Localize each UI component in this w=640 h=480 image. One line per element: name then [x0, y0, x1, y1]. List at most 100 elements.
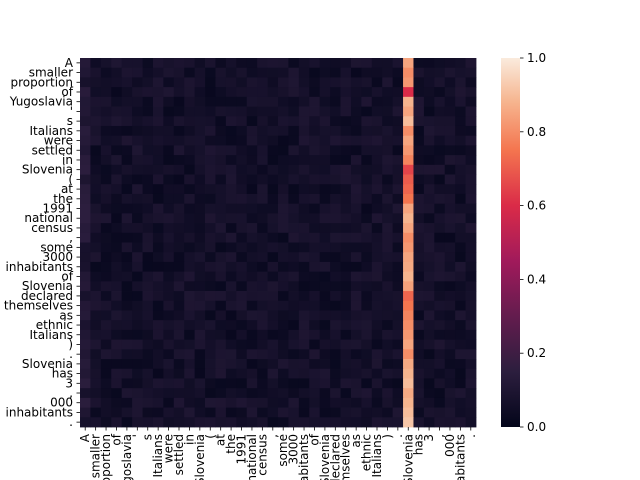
heatmap-cell — [455, 174, 466, 185]
heatmap-cell — [392, 407, 404, 418]
heatmap-cell — [194, 339, 206, 350]
heatmap-cell — [309, 320, 321, 331]
heatmap-cell — [100, 281, 112, 292]
heatmap-cell — [132, 223, 143, 234]
heatmap-cell — [163, 203, 175, 214]
heatmap-cell — [319, 252, 331, 263]
heatmap-cell — [163, 232, 175, 243]
heatmap-cell — [80, 329, 91, 340]
heatmap-cell — [163, 193, 175, 205]
heatmap-cell — [215, 291, 227, 302]
heatmap-cell — [465, 125, 477, 137]
heatmap-cell — [392, 300, 404, 311]
heatmap-cell — [267, 407, 279, 418]
heatmap-cell — [309, 58, 321, 69]
heatmap-cell — [225, 77, 237, 88]
heatmap-cell — [236, 397, 248, 408]
row-tick-label: Slovenia — [22, 357, 73, 371]
heatmap-cell — [465, 261, 477, 273]
heatmap-cell — [184, 261, 196, 273]
heatmap-cell — [142, 203, 154, 214]
heatmap-cell — [163, 116, 175, 127]
heatmap-cell — [278, 388, 289, 399]
heatmap-cell — [184, 349, 196, 360]
heatmap-cell — [319, 242, 331, 253]
heatmap-cell — [173, 368, 185, 379]
column-tick-label: ' — [130, 434, 144, 437]
heatmap-cell — [403, 87, 414, 98]
heatmap-cell — [319, 125, 331, 137]
heatmap-cell — [163, 58, 175, 69]
heatmap-cell — [298, 242, 310, 253]
heatmap-cell — [423, 174, 435, 185]
heatmap-cell — [163, 77, 175, 88]
heatmap-cell — [361, 359, 373, 370]
heatmap-cell — [80, 339, 91, 350]
heatmap-cell — [194, 378, 206, 389]
heatmap-cell — [163, 417, 175, 428]
heatmap-cell — [121, 291, 133, 302]
heatmap-cell — [371, 252, 383, 263]
heatmap-cell — [194, 135, 206, 146]
heatmap-cell — [90, 242, 102, 253]
heatmap-cell — [278, 397, 289, 408]
heatmap-cell — [298, 203, 310, 214]
row-tick-label: Italians — [30, 328, 73, 342]
heatmap-cell — [403, 291, 414, 302]
heatmap-cell — [90, 223, 102, 234]
heatmap-cell — [330, 223, 341, 234]
heatmap-cell — [257, 281, 268, 292]
heatmap-cell — [80, 87, 91, 98]
heatmap-cell — [152, 203, 164, 214]
heatmap-cell — [413, 164, 425, 175]
heatmap-cell — [361, 407, 373, 418]
heatmap-cell — [403, 281, 414, 292]
heatmap-cell — [236, 281, 248, 292]
heatmap-cell — [152, 116, 164, 127]
heatmap-cell — [371, 339, 383, 350]
heatmap-cell — [288, 145, 300, 156]
heatmap-cell — [184, 193, 196, 205]
heatmap-cell — [111, 378, 123, 389]
column-tick-label: . — [391, 434, 405, 438]
heatmap-cell — [225, 155, 237, 166]
heatmap-cell — [111, 291, 123, 302]
heatmap-cell — [288, 397, 300, 408]
heatmap-cell — [413, 242, 425, 253]
heatmap-cell — [184, 184, 196, 195]
heatmap-cell — [371, 232, 383, 243]
heatmap-cell — [434, 407, 446, 418]
heatmap-cell — [361, 339, 373, 350]
heatmap-cell — [246, 359, 258, 370]
heatmap-cell — [194, 174, 206, 185]
heatmap-cell — [444, 417, 456, 428]
row-tick-label: ethnic — [36, 318, 73, 332]
heatmap-cell — [455, 310, 466, 321]
heatmap-cell — [371, 164, 383, 175]
column-tick-label: were — [162, 434, 176, 463]
row-tick-label: ) — [68, 337, 73, 351]
heatmap-cell — [246, 291, 258, 302]
heatmap-cell — [142, 300, 154, 311]
heatmap-cell — [392, 106, 404, 117]
heatmap-cell — [194, 310, 206, 321]
heatmap-cell — [90, 135, 102, 146]
heatmap-cell — [382, 368, 394, 379]
heatmap-cell — [455, 397, 466, 408]
row-tick-label: Slovenia — [22, 279, 73, 293]
heatmap-cell — [382, 145, 394, 156]
heatmap-cell — [246, 349, 258, 360]
heatmap-cell — [184, 87, 196, 98]
heatmap-cell — [142, 232, 154, 243]
heatmap-cell — [111, 252, 123, 263]
row-tick-label: at — [61, 182, 73, 196]
heatmap-cell — [246, 96, 258, 107]
heatmap-cell — [423, 203, 435, 214]
colorbar — [501, 58, 520, 427]
heatmap-cell — [403, 378, 414, 389]
heatmap-cell — [403, 252, 414, 263]
heatmap-cell — [330, 320, 341, 331]
heatmap-cell — [403, 242, 414, 253]
heatmap-cell — [319, 320, 331, 331]
heatmap-cell — [267, 193, 279, 205]
